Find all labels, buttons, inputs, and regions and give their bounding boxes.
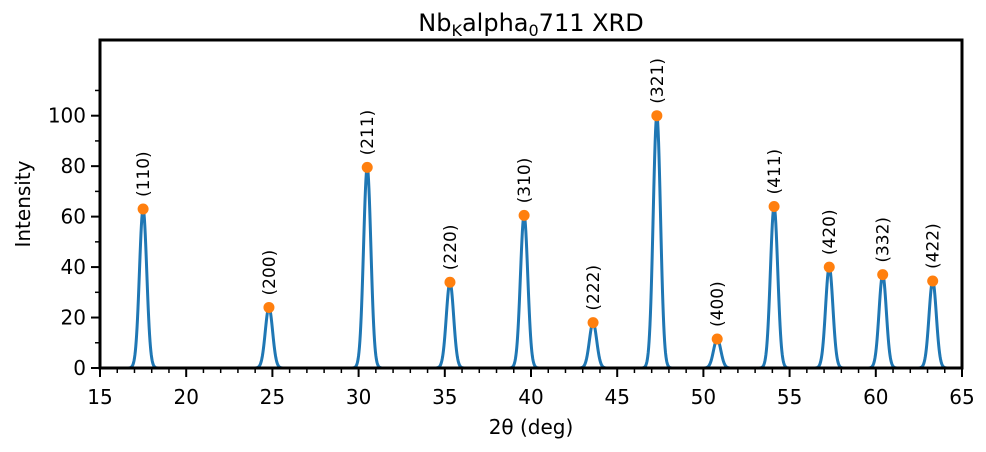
peak-label: (400) <box>708 281 728 327</box>
peak-label: (200) <box>260 250 280 296</box>
peak-marker <box>518 209 530 221</box>
y-tick-label: 60 <box>61 205 86 229</box>
peak-marker <box>587 317 599 329</box>
x-tick-label: 40 <box>518 385 543 409</box>
peak-label: (420) <box>820 209 840 255</box>
x-tick-label: 45 <box>604 385 629 409</box>
peak-marker <box>361 161 373 173</box>
peak-marker <box>877 269 889 281</box>
chart-title: NbKalpha0711 XRD <box>418 9 643 40</box>
peak-marker <box>263 301 275 313</box>
y-axis-label: Intensity <box>11 160 35 247</box>
x-tick-label: 25 <box>260 385 285 409</box>
x-tick-label: 55 <box>777 385 802 409</box>
peak-label: (222) <box>584 265 604 311</box>
plot-frame <box>98 38 964 370</box>
peak-marker <box>768 201 780 213</box>
peak-label: (211) <box>358 110 378 156</box>
peak-label: (321) <box>648 58 668 104</box>
peak-label: (411) <box>765 149 785 195</box>
x-tick-label: 15 <box>87 385 112 409</box>
peak-marker <box>927 275 939 287</box>
title-sub-2: 0 <box>528 21 538 40</box>
y-tick-label: 20 <box>61 306 86 330</box>
title-part-2: alpha <box>462 9 529 37</box>
peak-label: (220) <box>441 224 461 270</box>
title-part-1: Nb <box>418 9 451 37</box>
plot-layer: 15 20 25 30 35 40 45 50 55 60 65 0 20 40 60 80 100 (110) (… <box>48 38 975 409</box>
peak-marker <box>651 110 663 122</box>
peak-label: (422) <box>924 223 944 269</box>
peak-marker <box>137 203 149 215</box>
y-tick-label: 80 <box>61 154 86 178</box>
title-sub-1: K <box>451 21 462 40</box>
peak-marker <box>711 333 723 345</box>
peak-label: (332) <box>874 217 894 263</box>
x-axis-label: 2θ (deg) <box>489 415 574 439</box>
peak-marker <box>823 261 835 273</box>
x-tick-label: 65 <box>949 385 974 409</box>
peak-label: (110) <box>134 151 154 197</box>
x-tick-label: 50 <box>691 385 716 409</box>
y-tick-label: 100 <box>48 104 86 128</box>
y-tick-label: 40 <box>61 255 86 279</box>
x-tick-label: 30 <box>346 385 371 409</box>
x-tick-label: 35 <box>432 385 457 409</box>
x-tick-label: 20 <box>173 385 198 409</box>
peak-marker <box>444 276 456 288</box>
title-part-3: 711 XRD <box>539 9 644 37</box>
y-tick-label: 0 <box>73 356 86 380</box>
peak-label: (310) <box>515 158 535 204</box>
x-tick-label: 60 <box>863 385 888 409</box>
